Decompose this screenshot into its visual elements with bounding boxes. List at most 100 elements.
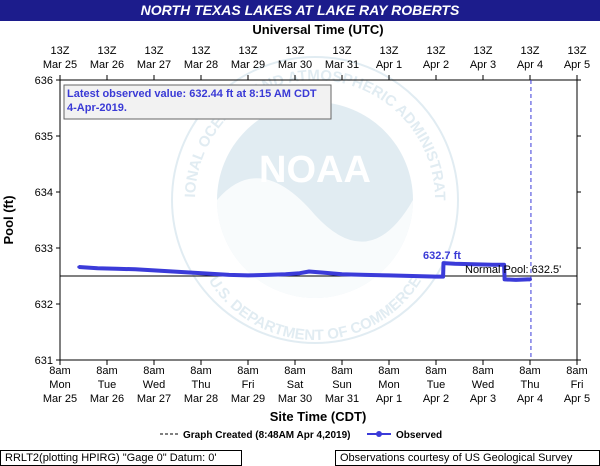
bottom-tick-time: 8am: [284, 365, 305, 377]
observed-point: [514, 278, 518, 282]
top-tick-date: Apr 2: [423, 59, 449, 71]
bottom-tick-time: 8am: [566, 365, 587, 377]
bottom-tick-time: 8am: [49, 365, 70, 377]
bottom-tick-date: Mar 28: [184, 393, 218, 405]
peak-label: 632.7 ft: [423, 250, 461, 262]
bottom-tick-date: Mar 29: [231, 393, 265, 405]
axis-ticks: 631 632 633 634 635 636 13Z Mar 25 13Z Mar 26 13Z M…: [35, 45, 591, 405]
top-tick-date: Mar 26: [90, 59, 124, 71]
bottom-tick-date: Apr 3: [470, 393, 496, 405]
observed-point: [133, 267, 137, 271]
observed-point: [503, 277, 507, 281]
bottom-tick-time: 8am: [378, 365, 399, 377]
top-tick-date: Apr 1: [376, 59, 402, 71]
observed-point: [190, 271, 194, 275]
bottom-tick-date: Apr 2: [423, 393, 449, 405]
bottom-tick-time: 8am: [237, 365, 258, 377]
observed-point: [453, 262, 457, 266]
top-tick-label: 13Z: [380, 45, 399, 57]
observed-point: [77, 265, 81, 269]
bottom-tick-day: Wed: [143, 379, 165, 391]
top-tick-date: Apr 4: [517, 59, 543, 71]
observed-point: [152, 268, 156, 272]
top-tick-date: Mar 25: [43, 59, 77, 71]
observed-point: [526, 277, 530, 281]
observed-point: [387, 273, 391, 277]
y-tick-label: 633: [35, 243, 53, 255]
latest-value-box: [63, 84, 332, 120]
bottom-tick-time: 8am: [190, 365, 211, 377]
observed-point: [96, 266, 100, 270]
bottom-tick-date: Apr 1: [376, 393, 402, 405]
bottom-tick-day: Sat: [287, 379, 304, 391]
top-tick-label: 13Z: [239, 45, 258, 57]
footer-observations-credit: Observations courtesy of US Geological S…: [335, 450, 600, 466]
y-axis-title: Pool (ft): [1, 195, 16, 244]
observed-point: [227, 273, 231, 277]
observed-point: [472, 262, 476, 266]
observed-point: [284, 272, 288, 276]
top-tick-label: 13Z: [521, 45, 540, 57]
bottom-tick-date: Mar 27: [137, 393, 171, 405]
top-tick-date: Mar 30: [278, 59, 312, 71]
bottom-tick-time: 8am: [96, 365, 117, 377]
observed-point: [364, 273, 367, 277]
top-tick-label: 13Z: [145, 45, 164, 57]
top-tick-label: 13Z: [51, 45, 70, 57]
observed-point: [171, 270, 175, 273]
observed-series: [77, 261, 532, 282]
y-tick-label: 634: [35, 187, 53, 199]
bottom-tick-date: Apr 5: [564, 393, 590, 405]
bottom-tick-date: Mar 30: [278, 393, 312, 405]
graph-created-label: Graph Created (8:48AM Apr 4,2019): [183, 430, 350, 441]
y-tick-label: 631: [35, 355, 53, 367]
top-tick-label: 13Z: [333, 45, 352, 57]
top-tick-label: 13Z: [98, 45, 117, 57]
y-tick-label: 635: [35, 131, 53, 143]
top-tick-date: Mar 31: [325, 59, 359, 71]
bottom-tick-day: Wed: [472, 379, 494, 391]
top-tick-date: Apr 5: [564, 59, 590, 71]
top-tick-date: Mar 27: [137, 59, 171, 71]
y-tick-label: 636: [35, 75, 53, 87]
bottom-tick-time: 8am: [331, 365, 352, 377]
observed-point: [434, 275, 438, 279]
bottom-tick-time: 8am: [143, 365, 164, 377]
observed-point: [441, 275, 445, 279]
y-tick-label: 632: [35, 299, 53, 311]
bottom-axis-title: Site Time (CDT): [270, 409, 367, 424]
observed-point: [321, 271, 325, 275]
noaa-logo-text: NOAA: [259, 149, 371, 191]
observed-point: [246, 273, 250, 277]
observed-point: [265, 273, 269, 277]
top-tick-label: 13Z: [568, 45, 587, 57]
chart-title: NORTH TEXAS LAKES AT LAKE RAY ROBERTS: [0, 0, 600, 21]
observed-point: [442, 261, 445, 265]
normal-pool-label: Normal Pool: 632.5': [465, 264, 561, 276]
bottom-tick-day: Sun: [332, 379, 352, 391]
observed-legend-label: Observed: [396, 430, 442, 441]
observed-point: [114, 267, 118, 271]
observed-point: [340, 272, 344, 276]
observed-point: [411, 274, 414, 278]
top-tick-label: 13Z: [474, 45, 493, 57]
bottom-tick-day: Thu: [521, 379, 540, 391]
plot-area: [59, 79, 578, 361]
observed-line: [78, 261, 531, 282]
bottom-tick-time: 8am: [425, 365, 446, 377]
observed-point: [502, 263, 506, 267]
bottom-tick-day: Fri: [242, 379, 255, 391]
observed-point: [529, 277, 532, 281]
bottom-tick-date: Mar 26: [90, 393, 124, 405]
top-tick-date: Mar 29: [231, 59, 265, 71]
top-tick-label: 13Z: [427, 45, 446, 57]
top-tick-date: Apr 3: [470, 59, 496, 71]
bottom-tick-day: Mon: [378, 379, 399, 391]
bottom-tick-day: Fri: [571, 379, 584, 391]
bottom-tick-date: Mar 31: [325, 393, 359, 405]
bottom-tick-date: Apr 4: [517, 393, 543, 405]
bottom-tick-day: Tue: [427, 379, 446, 391]
footer-gage-info: RRLT2(plotting HPIRG) "Gage 0" Datum: 0': [0, 450, 242, 466]
observed-point: [490, 263, 494, 267]
bottom-tick-time: 8am: [519, 365, 540, 377]
